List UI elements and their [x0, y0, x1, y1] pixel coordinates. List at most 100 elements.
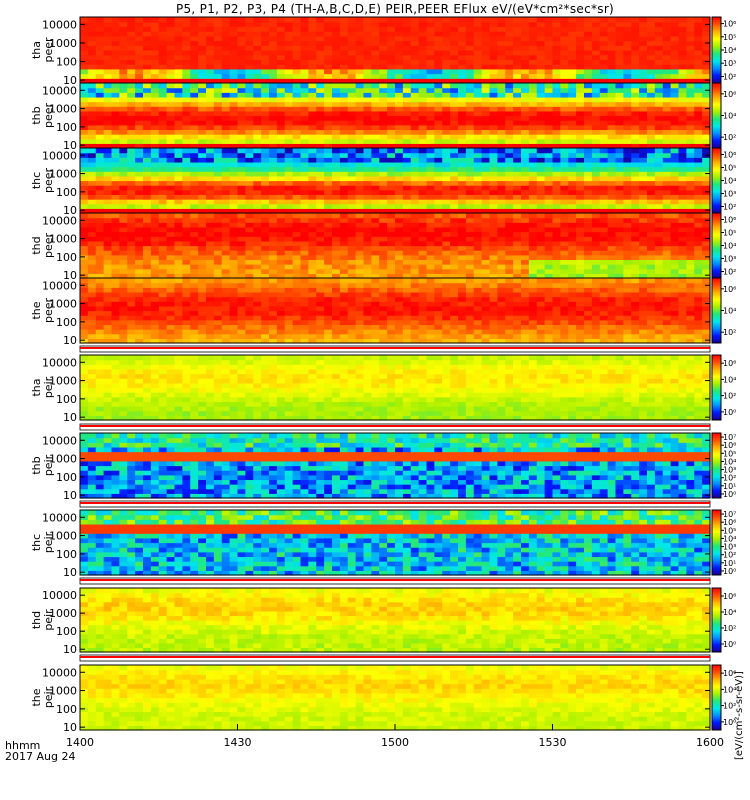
- colorbar-tick-label: 10²: [723, 551, 736, 560]
- colorbar-tick-label: 10⁵: [723, 449, 736, 458]
- colorbar: [711, 587, 722, 653]
- colorbar-tick-label: 10⁶: [723, 592, 736, 601]
- fill-band: [80, 425, 710, 427]
- colorbar-tick-label: 10⁴: [723, 242, 736, 251]
- y-tick-label: 10000: [42, 84, 77, 97]
- y-tick-label: 10000: [42, 149, 77, 162]
- colorbar-tick-label: 10⁴: [723, 307, 736, 316]
- panel-label: thdpeir: [30, 609, 55, 631]
- colorbar: [711, 354, 722, 421]
- y-tick-label: 10: [63, 489, 77, 502]
- colorbar-tick-label: 10⁴: [723, 685, 736, 694]
- panel-label: thapeer: [30, 37, 55, 63]
- y-tick-label: 100: [56, 121, 77, 134]
- y-tick-label: 10000: [42, 279, 77, 292]
- colorbar-tick-label: 10²: [723, 624, 736, 633]
- panel-label: thbpeir: [30, 454, 55, 476]
- y-tick-label: 10000: [42, 356, 77, 369]
- panel-label: thbpeer: [30, 103, 55, 129]
- colorbar-tick-label: 10⁰: [723, 718, 736, 727]
- colorbar: [711, 212, 722, 279]
- y-tick-label: 100: [56, 625, 77, 638]
- y-tick-label: 1000: [49, 168, 77, 181]
- colorbar-tick-label: 10⁶: [723, 518, 736, 527]
- y-tick-label: 1000: [49, 103, 77, 116]
- colorbar-tick-label: 10¹: [723, 482, 736, 491]
- colorbar-tick-label: 10⁴: [723, 534, 736, 543]
- y-tick-label: 1000: [49, 453, 77, 466]
- x-tick-label: 1430: [224, 736, 252, 749]
- colorbar-tick-label: 10⁵: [723, 33, 736, 42]
- panel-frame: [79, 587, 711, 653]
- colorbar: [711, 277, 722, 344]
- colorbar-tick-label: 10²: [723, 702, 736, 711]
- x-tick-label: 1400: [66, 736, 94, 749]
- colorbar-tick-label: 10⁴: [723, 177, 736, 186]
- x-tick-label: 1530: [539, 736, 567, 749]
- y-tick-label: 100: [56, 548, 77, 561]
- panel-label: thcpeer: [30, 168, 55, 194]
- colorbar-tick-label: 10⁵: [723, 229, 736, 238]
- colorbar-tick-label: 10⁶: [723, 359, 736, 368]
- y-tick-label: 1000: [49, 685, 77, 698]
- y-tick-label: 10: [63, 411, 77, 424]
- y-tick-label: 10000: [42, 434, 77, 447]
- y-tick-label: 10000: [42, 214, 77, 227]
- y-tick-label: 10: [63, 204, 77, 217]
- y-tick-label: 100: [56, 316, 77, 329]
- colorbar: [711, 664, 722, 731]
- panel-label: thcpeir: [30, 531, 55, 553]
- panel-label: thepeir: [30, 686, 55, 708]
- y-tick-label: 1000: [49, 37, 77, 50]
- x-tick-label: 1600: [696, 736, 724, 749]
- panel-label: thdpeer: [30, 233, 55, 259]
- y-tick-label: 100: [56, 251, 77, 264]
- colorbar: [711, 82, 722, 149]
- fill-band: [80, 656, 710, 658]
- colorbar-tick-label: 10⁶: [723, 441, 736, 450]
- colorbar-tick-label: 10⁰: [723, 567, 736, 576]
- y-tick-label: 10: [63, 334, 77, 347]
- colorbar-tick-label: 10⁰: [723, 408, 736, 417]
- y-tick-label: 1000: [49, 607, 77, 620]
- x-tick-label: 1500: [381, 736, 409, 749]
- colorbar-tick-label: 10⁴: [723, 375, 736, 384]
- x-axis: 1400 1430 1500 1530 1600: [66, 724, 724, 749]
- colorbar-label: [eV/(cm²-s-sr-eV)]: [734, 671, 745, 760]
- colorbar-tick-label: 10²: [723, 72, 736, 81]
- colorbar-tick-label: 10⁷: [723, 510, 736, 519]
- date-label: 2017 Aug 24: [5, 750, 76, 763]
- panel-label: thapeir: [30, 376, 55, 398]
- y-tick-label: 100: [56, 56, 77, 69]
- chart-title: P5, P1, P2, P3, P4 (TH-A,B,C,D,E) PEIR,P…: [175, 2, 615, 16]
- panel-frame: [79, 432, 711, 499]
- colorbar-tick-label: 10⁶: [723, 216, 736, 225]
- y-tick-label: 10: [63, 269, 77, 282]
- colorbar-tick-label: 10⁵: [723, 526, 736, 535]
- colorbar-tick-label: 10⁴: [723, 457, 736, 466]
- panel-the-peer: 10 100 1000 10000 thepeer 10² 10⁴ 10⁶: [30, 277, 736, 347]
- colorbar: [711, 147, 722, 214]
- panel-thb-peer: 10 100 1000 10000 thbpeer 10² 10⁴ 10⁶: [30, 82, 736, 152]
- fill-band: [80, 347, 710, 349]
- y-tick-label: 10000: [42, 666, 77, 679]
- y-tick-label: 1000: [49, 233, 77, 246]
- colorbar-tick-label: 10²: [723, 328, 736, 337]
- y-tick-label: 100: [56, 186, 77, 199]
- colorbar-tick-label: 10³: [723, 466, 736, 475]
- colorbar-tick-label: 10⁴: [723, 46, 736, 55]
- colorbar: [711, 509, 722, 576]
- colorbar-tick-label: 10³: [723, 59, 736, 68]
- panel-thc-peir: 10100100010000thcpeir10⁰10¹10²10³10⁴10⁵1…: [30, 509, 736, 579]
- colorbar-tick-label: 10⁶: [723, 90, 736, 99]
- panel-thc-peer: 10 100 1000 10000 thcpeer 10² 10³ 10⁴ 10⁵ 10⁶: [30, 147, 736, 217]
- colorbar-tick-label: 10⁴: [723, 112, 736, 121]
- panel-frame: [79, 509, 711, 576]
- y-tick-label: 100: [56, 393, 77, 406]
- colorbar-tick-label: 10³: [723, 543, 736, 552]
- colorbar: [711, 16, 722, 84]
- y-tick-label: 100: [56, 703, 77, 716]
- panel-thd-peir: 10 100 1000 10000 thdpeir 10⁰ 10² 10⁴ 10⁶: [30, 587, 736, 656]
- y-tick-label: 100: [56, 471, 77, 484]
